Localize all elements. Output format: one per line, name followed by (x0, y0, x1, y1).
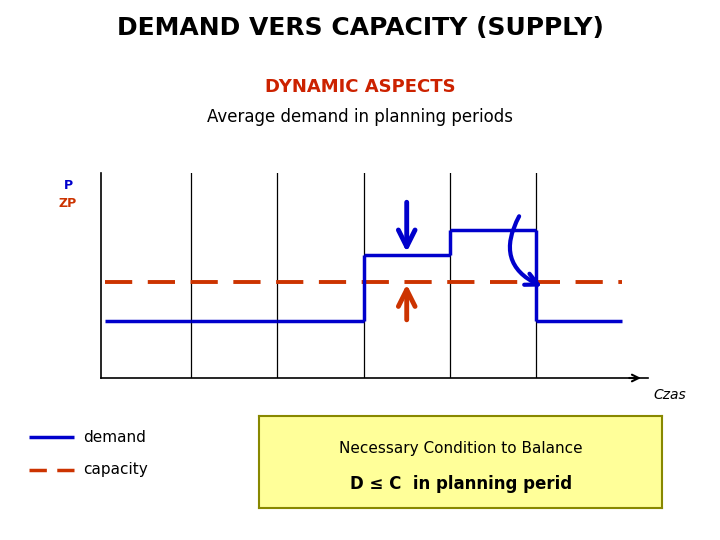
Text: P: P (63, 179, 73, 192)
Text: Necessary Condition to Balance: Necessary Condition to Balance (339, 441, 582, 456)
Text: Czas: Czas (654, 388, 686, 402)
Text: DYNAMIC ASPECTS: DYNAMIC ASPECTS (265, 78, 455, 96)
Text: demand: demand (83, 430, 145, 445)
Text: D ≤ C  in planning perid: D ≤ C in planning perid (350, 475, 572, 492)
Text: ZP: ZP (59, 198, 77, 211)
Text: capacity: capacity (83, 462, 148, 477)
Text: Average demand in planning periods: Average demand in planning periods (207, 108, 513, 126)
Text: DEMAND VERS CAPACITY (SUPPLY): DEMAND VERS CAPACITY (SUPPLY) (117, 16, 603, 40)
